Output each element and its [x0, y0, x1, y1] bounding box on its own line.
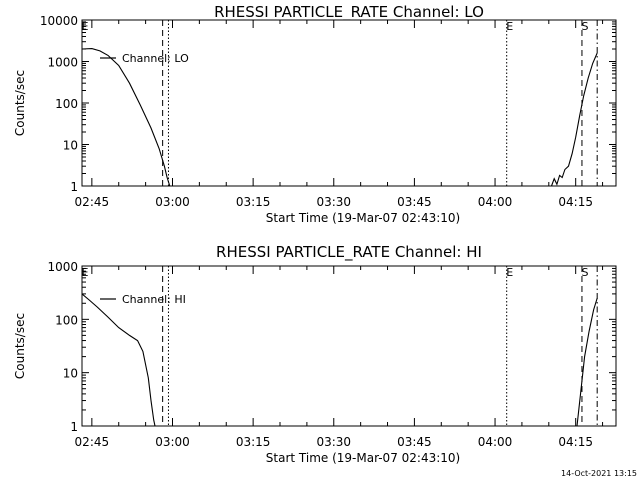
y-tick-label: 10: [63, 367, 78, 381]
data-series-line: [81, 293, 156, 427]
event-marker-label: E: [506, 20, 513, 33]
y-tick-label: 1000: [47, 260, 78, 274]
x-tick-label: 04:00: [478, 195, 513, 209]
x-tick-label: 04:15: [558, 195, 593, 209]
y-tick-label: 1: [70, 180, 78, 194]
x-tick-label: 03:45: [397, 435, 432, 449]
event-marker-label: E: [506, 266, 513, 279]
x-tick-label: 02:45: [75, 195, 110, 209]
x-tick-label: 03:30: [316, 435, 351, 449]
legend-label: Channel: HI: [122, 293, 186, 306]
data-series-line: [81, 48, 171, 187]
y-tick-label: 10: [63, 139, 78, 153]
y-tick-label: 1: [70, 420, 78, 434]
data-series-line: [550, 52, 598, 187]
x-tick-label: 02:45: [75, 435, 110, 449]
plot-frame: [81, 19, 617, 187]
x-tick-label: 03:00: [155, 435, 190, 449]
x-tick-label: 04:15: [558, 435, 593, 449]
y-tick-label: 10000: [40, 14, 78, 28]
x-tick-label: 03:00: [155, 195, 190, 209]
x-axis-label: Start Time (19-Mar-07 02:43:10): [266, 451, 460, 465]
x-tick-label: 03:15: [236, 195, 271, 209]
plot-frame: [81, 265, 617, 427]
y-axis-label: Counts/sec: [13, 70, 27, 136]
y-axis-label: Counts/sec: [13, 313, 27, 379]
x-tick-label: 03:45: [397, 195, 432, 209]
x-tick-label: 04:00: [478, 435, 513, 449]
y-tick-label: 100: [55, 313, 78, 327]
x-tick-label: 03:30: [316, 195, 351, 209]
chart-title: RHESSI PARTICLE_RATE Channel: LO: [214, 3, 484, 22]
y-tick-label: 1000: [47, 56, 78, 70]
x-tick-label: 03:15: [236, 435, 271, 449]
x-axis-label: Start Time (19-Mar-07 02:43:10): [266, 211, 460, 225]
chart-title: RHESSI PARTICLE_RATE Channel: HI: [216, 243, 482, 262]
event-marker-label: E: [82, 20, 89, 33]
y-tick-label: 100: [55, 97, 78, 111]
generation-timestamp: 14-Oct-2021 13:15: [561, 469, 637, 478]
data-series-line: [576, 297, 598, 427]
event-marker-label: S: [581, 20, 588, 33]
event-marker-label: E: [82, 266, 89, 279]
event-marker-label: S: [581, 266, 588, 279]
legend-label: Channel: LO: [122, 52, 189, 65]
